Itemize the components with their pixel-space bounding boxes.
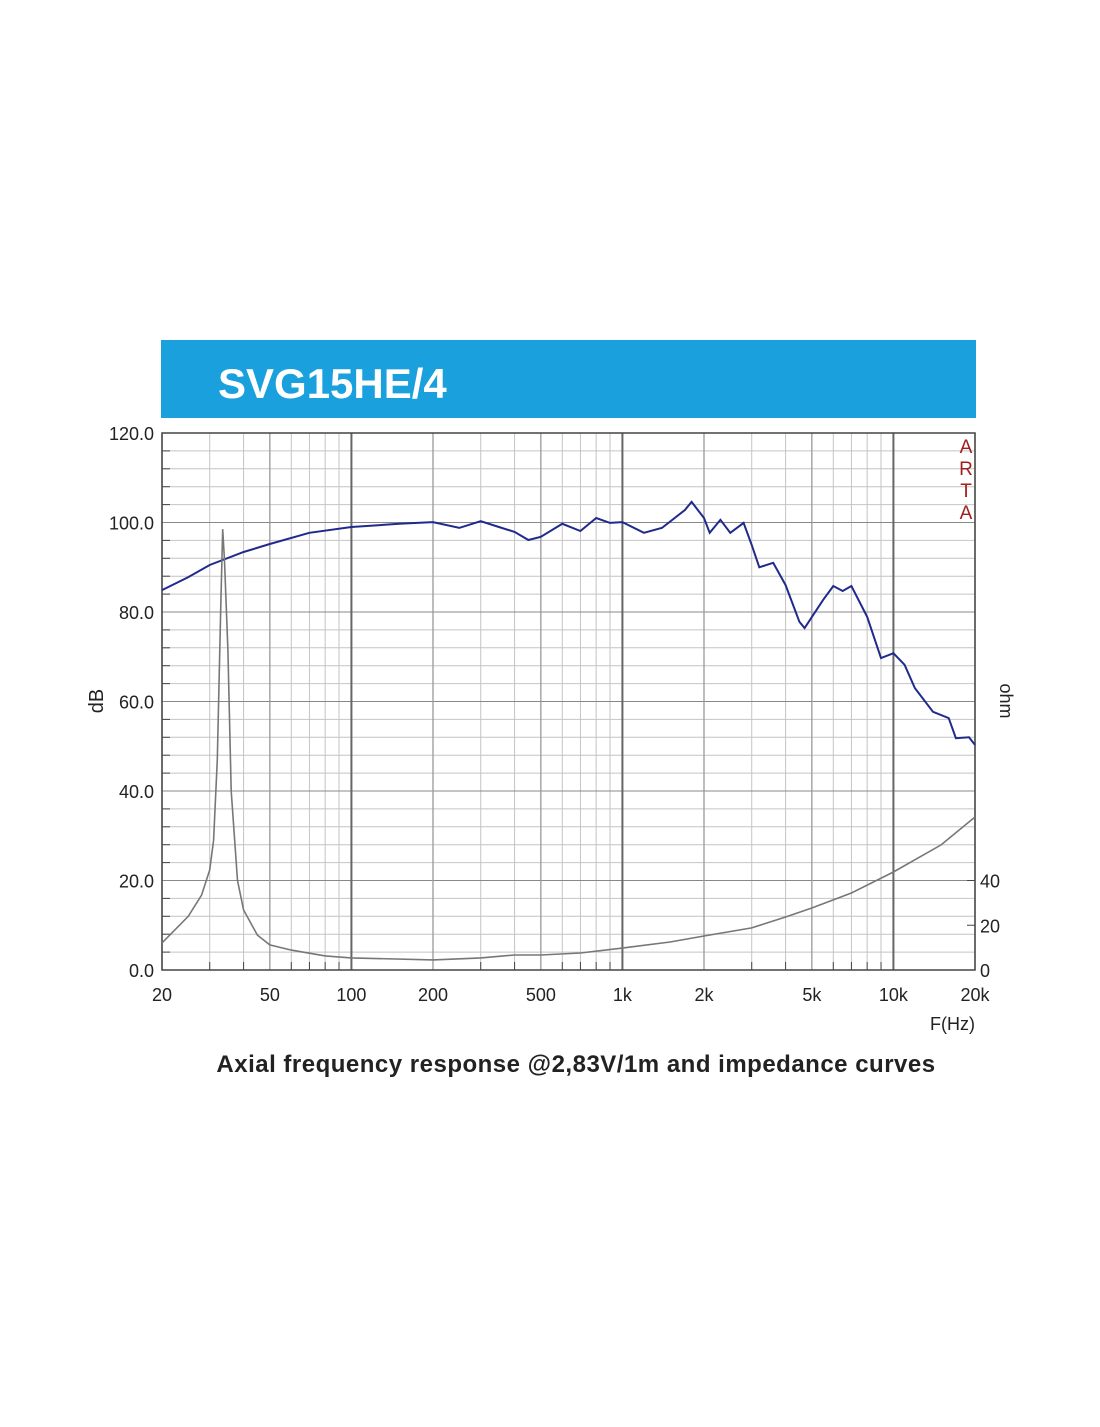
y-tick-label: 100.0 (109, 514, 154, 534)
chart-title: SVG15HE/4 (218, 360, 447, 407)
y-tick-label: 80.0 (119, 603, 154, 623)
y-axis-label: dB (86, 689, 108, 713)
y2-tick-label: 40 (980, 872, 1000, 892)
x-tick-label: 100 (336, 985, 366, 1005)
x-tick-label: 10k (879, 985, 909, 1005)
x-tick-label: 5k (802, 985, 822, 1005)
caption: Axial frequency response @2,83V/1m and i… (216, 1051, 935, 1078)
y-tick-label: 40.0 (119, 782, 154, 802)
x-tick-label: 20k (960, 985, 990, 1005)
x-tick-label: 50 (260, 985, 280, 1005)
watermark-letter: T (960, 481, 972, 502)
title-banner (161, 340, 976, 418)
plot-frame (161, 432, 976, 971)
x-tick-label: 200 (418, 985, 448, 1005)
watermark-letter: A (960, 503, 973, 524)
y2-tick-label: 20 (980, 916, 1000, 936)
x-tick-label: 2k (694, 985, 714, 1005)
y2-tick-label: 0 (980, 961, 990, 981)
series-line (161, 500, 976, 746)
y-tick-label: 120.0 (109, 424, 154, 444)
watermark-letter: R (959, 459, 973, 480)
x-tick-label: 500 (526, 985, 556, 1005)
series-line (161, 529, 976, 961)
y2-axis-label: ohm (996, 683, 1016, 718)
x-tick-label: 20 (152, 985, 172, 1005)
watermark-letter: A (960, 437, 973, 458)
x-tick-label: 1k (613, 985, 633, 1005)
x-axis-label: F(Hz) (930, 1014, 975, 1034)
y-tick-label: 20.0 (119, 872, 154, 892)
y-tick-label: 60.0 (119, 693, 154, 713)
y-tick-label: 0.0 (129, 961, 154, 981)
